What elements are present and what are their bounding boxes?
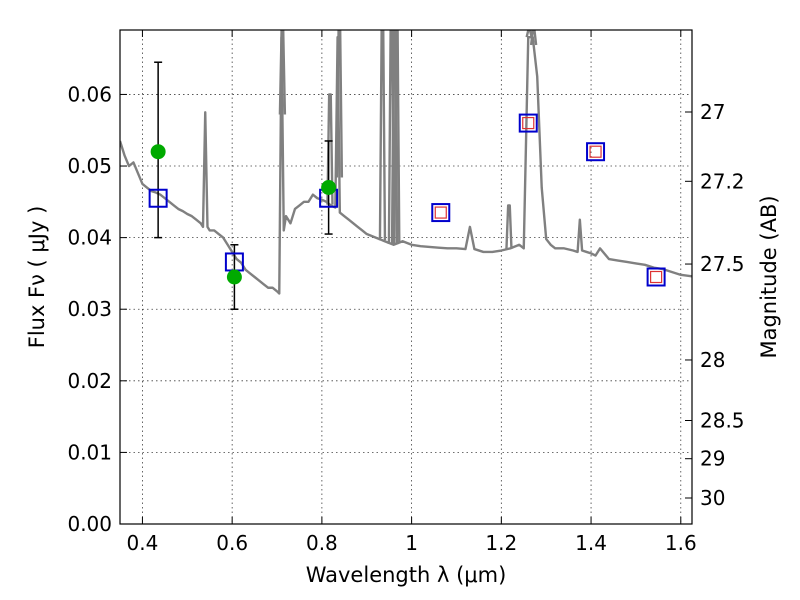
- model-point-square: [431, 203, 451, 223]
- y-tick-label: 0.03: [67, 297, 112, 321]
- emission-line-spike: [529, 30, 538, 46]
- y-tick-label: 0.04: [67, 226, 112, 250]
- emission-line-spike: [505, 204, 513, 249]
- y2-tick-label: 27.5: [700, 252, 745, 276]
- model-point-inner-square: [650, 270, 663, 284]
- plot-frame: [119, 29, 693, 525]
- y-tick-label: 0.05: [67, 154, 112, 178]
- observed-point: [150, 144, 166, 160]
- y2-tick-label: 28.5: [700, 409, 745, 433]
- y2-tick-labels: 27 27.2 27.5 28 28.5 29 30: [700, 100, 745, 510]
- model-point-inner-square: [522, 116, 535, 130]
- observed-point: [321, 180, 337, 196]
- model-point-inner-square: [434, 206, 447, 219]
- x-tick-label: 1: [405, 531, 418, 555]
- model-point-square: [148, 188, 168, 208]
- y-axis-label: Flux Fν ( μJy ): [25, 206, 49, 349]
- emission-line-spike: [525, 30, 533, 38]
- x-tick-label: 1.6: [665, 531, 697, 555]
- x-tick-label: 0.6: [216, 531, 248, 555]
- x-tick-label: 1.2: [485, 531, 517, 555]
- y2-tick-label: 27: [700, 100, 725, 124]
- y-tick-label: 0.02: [67, 369, 112, 393]
- emission-line-spike: [393, 30, 401, 244]
- model-point-square: [518, 113, 538, 133]
- x-tick-label: 0.8: [306, 531, 338, 555]
- y-tick-label: 0.06: [67, 82, 112, 106]
- y-tick-label: 0.01: [67, 440, 112, 464]
- x-tick-labels: 0.4 0.6 0.8 1 1.2 1.4 1.6: [127, 531, 697, 555]
- x-axis-label: Wavelength λ (μm): [306, 563, 507, 587]
- y-tick-labels: 0.00 0.01 0.02 0.03 0.04 0.05 0.06: [67, 82, 112, 536]
- model-point-square: [646, 267, 666, 287]
- emission-line-spike: [335, 30, 344, 178]
- emission-line-spike: [278, 30, 287, 115]
- emission-line-spike: [378, 30, 387, 241]
- tick-layer: [120, 30, 692, 525]
- y2-tick-label: 28: [700, 348, 725, 372]
- model-point-square: [586, 142, 606, 162]
- x-tick-label: 1.4: [575, 531, 607, 555]
- observed-points-layer: [150, 144, 337, 285]
- model-point-inner-square: [589, 145, 602, 158]
- observed-point: [226, 269, 242, 285]
- x-tick-label: 0.4: [127, 531, 159, 555]
- y2-axis-label: Magnitude (AB): [757, 195, 781, 358]
- y2-tick-label: 27.2: [700, 169, 745, 193]
- y2-tick-label: 30: [700, 486, 725, 510]
- y-tick-label: 0.00: [67, 512, 112, 536]
- plot-background: [120, 30, 692, 524]
- y2-tick-label: 29: [700, 447, 725, 471]
